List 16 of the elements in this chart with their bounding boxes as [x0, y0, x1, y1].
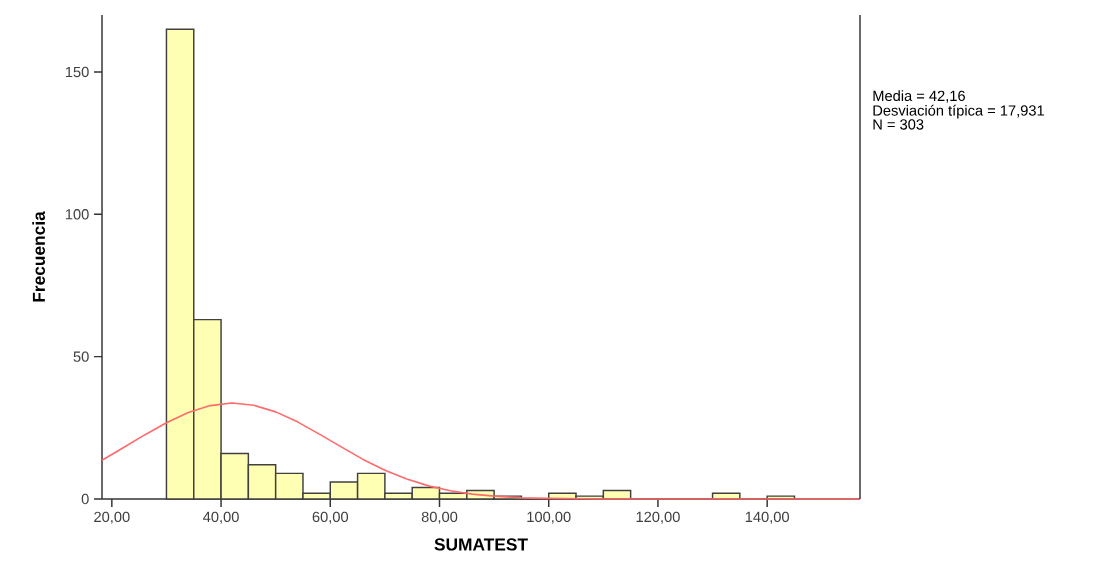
- x-tick-label: 100,00: [527, 511, 571, 524]
- x-tick-label: 80,00: [421, 511, 458, 524]
- y-tick-label: 0: [81, 493, 89, 505]
- x-tick-label: 120,00: [636, 511, 680, 524]
- x-tick-label: 20,00: [94, 511, 130, 524]
- x-tick-label: 140,00: [745, 511, 789, 524]
- x-tick-label: 40,00: [203, 511, 239, 524]
- y-axis-title: Frecuencia: [32, 211, 46, 302]
- y-tick-label: 150: [65, 66, 89, 78]
- text: N = 303: [873, 119, 924, 130]
- text: Media = 42,16: [873, 90, 965, 103]
- x-axis-title: SUMATEST: [434, 538, 528, 551]
- y-tick-label: 50: [73, 351, 89, 362]
- y-tick-label: 100: [65, 209, 89, 220]
- x-tick-label: 60,00: [312, 511, 349, 524]
- text: Desviación típica = 17,931: [873, 104, 1044, 119]
